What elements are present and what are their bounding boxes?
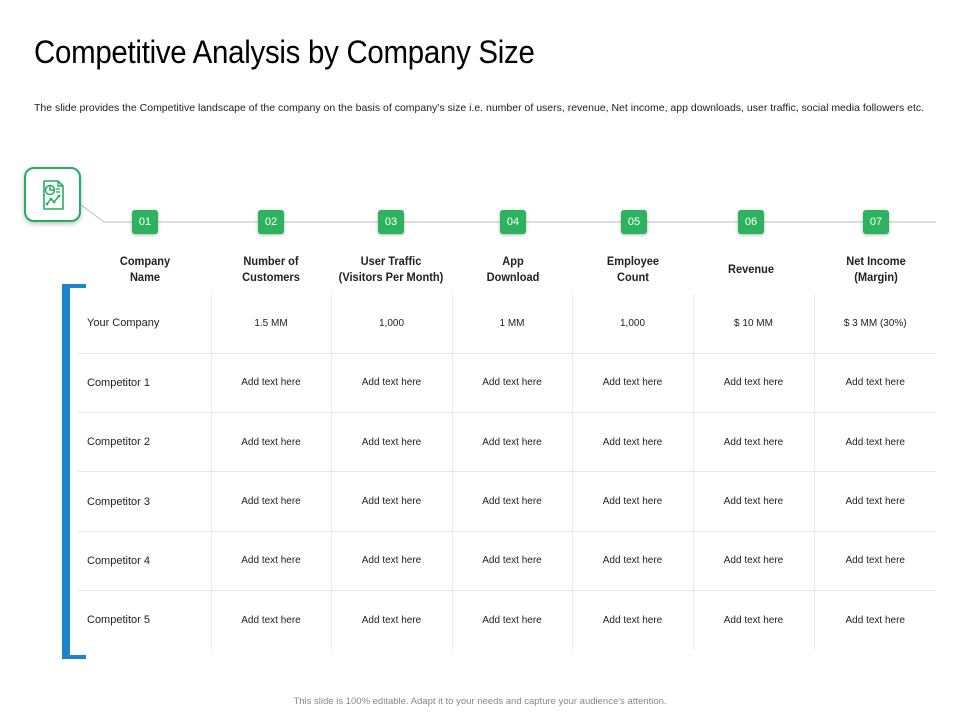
table-cell: Competitor 4	[78, 531, 212, 591]
header-line: Net Income	[846, 254, 906, 268]
presentation-chart-icon	[24, 167, 81, 222]
table-cell: Competitor 3	[78, 471, 212, 532]
table-row: Your Company 1.5 MM 1,000 1 MM 1,000 $ 1…	[78, 294, 936, 354]
header-line: App	[502, 254, 524, 268]
table-cell: Add text here	[572, 412, 694, 473]
page-subtitle: The slide provides the Competitive lands…	[34, 102, 925, 114]
table-cell: Add text here	[814, 531, 936, 591]
table-cell: Add text here	[814, 412, 936, 473]
table-cell: Add text here	[572, 531, 694, 591]
table-cell: Add text here	[572, 353, 694, 414]
column-header-user-traffic: User Traffic (Visitors Per Month)	[331, 252, 451, 286]
table-cell: Add text here	[452, 590, 573, 650]
column-header-revenue: Revenue	[700, 252, 801, 286]
header-line: (Visitors Per Month)	[338, 270, 444, 284]
table-cell: Add text here	[331, 590, 453, 650]
table-row: Competitor 2 Add text here Add text here…	[78, 412, 936, 473]
table-cell: Add text here	[331, 471, 453, 532]
table-cell: Add text here	[845, 614, 905, 626]
comparison-table: Your Company 1.5 MM 1,000 1 MM 1,000 $ 1…	[78, 294, 936, 650]
table-cell: 1,000	[572, 294, 694, 354]
table-cell: Add text here	[211, 353, 332, 414]
header-line: Revenue	[727, 262, 775, 276]
header-line: Name	[129, 270, 161, 284]
header-line: (Margin)	[854, 270, 898, 284]
table-row: Competitor 3 Add text here Add text here…	[78, 471, 936, 532]
table-cell: Add text here	[693, 412, 815, 473]
table-cell: Add text here	[211, 412, 332, 473]
table-cell: Add text here	[693, 471, 815, 532]
header-line: Company	[119, 254, 171, 268]
table-cell: Add text here	[452, 531, 573, 591]
column-header-app-download: App Download	[462, 252, 563, 286]
table-cell: Add text here	[693, 590, 815, 650]
step-badge-1: 01	[132, 210, 158, 234]
step-badge-4: 04	[500, 210, 526, 234]
page-title: Competitive Analysis by Company Size	[34, 34, 535, 70]
table-cell: Add text here	[452, 353, 573, 414]
table-cell: Add text here	[814, 471, 936, 532]
table-row: Competitor 4 Add text here Add text here…	[78, 531, 936, 591]
column-header-net-income: Net Income (Margin)	[825, 252, 926, 286]
table-cell: $ 10 MM	[693, 294, 815, 354]
header-line: Customers	[242, 270, 300, 284]
table-cell: Add text here	[693, 531, 815, 591]
column-header-employee-count: Employee Count	[582, 252, 683, 286]
table-cell: Competitor 1	[78, 353, 212, 414]
header-line: Count	[617, 270, 649, 284]
table-bracket	[62, 284, 86, 659]
column-header-number-of-customers: Number of Customers	[220, 252, 321, 286]
table-cell: 1,000	[331, 294, 453, 354]
table-cell: Add text here	[693, 353, 815, 414]
step-badge-3: 03	[378, 210, 404, 234]
table-cell: $ 3 MM (30%)	[814, 294, 936, 354]
table-cell: Add text here	[211, 531, 332, 591]
table-cell: Add text here	[572, 471, 694, 532]
table-cell: 1 MM	[452, 294, 573, 354]
step-badge-7: 07	[863, 210, 889, 234]
table-cell: 1.5 MM	[211, 294, 332, 354]
table-row: Competitor 5 Add text here Add text here…	[78, 590, 936, 650]
table-cell: Add text here	[452, 471, 573, 532]
table-cell: Your Company	[78, 294, 212, 354]
header-line: User Traffic	[360, 254, 422, 268]
table-cell: Add text here	[211, 471, 332, 532]
header-line: Number of	[243, 254, 299, 268]
step-badge-5: 05	[621, 210, 647, 234]
column-header-company-name: Company Name	[94, 252, 195, 286]
table-cell: Add text here	[814, 353, 936, 414]
header-line: Download	[486, 270, 540, 284]
table-cell: Add text here	[452, 412, 573, 473]
table-row: Competitor 1 Add text here Add text here…	[78, 353, 936, 414]
footer-note: This slide is 100% editable. Adapt it to…	[293, 696, 667, 707]
table-cell: Competitor 2	[78, 412, 212, 473]
table-cell: Competitor 5	[78, 590, 212, 650]
table-cell: Add text here	[572, 590, 694, 650]
step-badge-2: 02	[258, 210, 284, 234]
table-cell: Add text here	[331, 531, 453, 591]
table-cell: Add text here	[331, 353, 453, 414]
table-cell: Add text here	[331, 412, 453, 473]
header-line: Employee	[606, 254, 660, 268]
table-cell: Add text here	[211, 590, 332, 650]
step-badge-6: 06	[738, 210, 764, 234]
